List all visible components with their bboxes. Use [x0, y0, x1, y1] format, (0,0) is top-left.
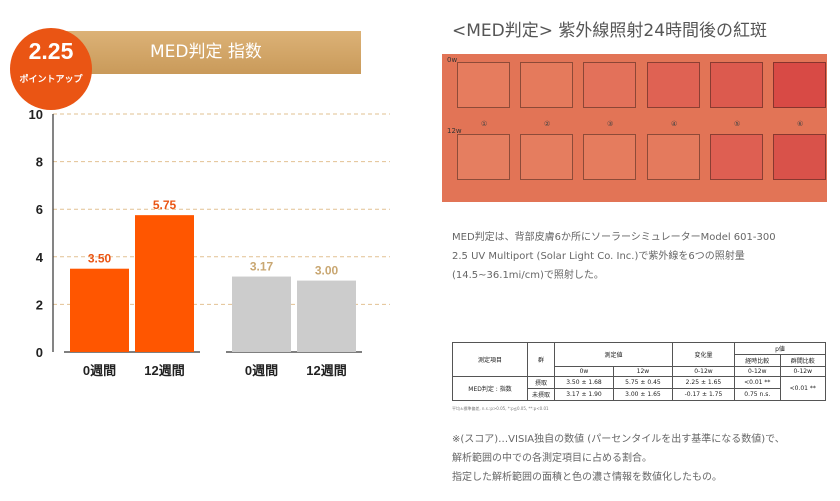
- badge-subtitle: ポイントアップ: [19, 75, 83, 85]
- x-tick-label: 0週間: [245, 363, 278, 378]
- spot-number: ⑤: [734, 120, 741, 128]
- table-cell-p-between: <0.01 **: [779, 376, 826, 401]
- table-cell-change: -0.17 ± 1.75: [671, 388, 736, 401]
- table-header-item: 測定項目: [452, 342, 528, 377]
- table-header-measure: 測定値: [554, 342, 673, 367]
- x-tick-label: 12週間: [144, 363, 184, 378]
- med-description: MED判定は、背部皮膚6か所にソーラーシミュレーターModel 601-300 …: [452, 228, 776, 285]
- row-label-0w: 0w: [447, 56, 458, 64]
- y-tick-label: 0: [36, 345, 43, 360]
- bar: [70, 268, 129, 352]
- bar: [232, 276, 291, 352]
- test-spot: [710, 134, 763, 180]
- test-spot: [773, 62, 826, 108]
- y-tick-label: 6: [36, 202, 43, 217]
- table-header-between: 群間比較: [779, 354, 826, 367]
- table-header-p: p値: [734, 342, 826, 355]
- data-label: 5.75: [153, 198, 177, 212]
- note-line: ※(スコア)…VISIA独自の数値 (パーセンタイルを出す基準になる数値)で、: [452, 434, 785, 445]
- spot-number: ⑥: [797, 120, 804, 128]
- test-spot: [457, 134, 510, 180]
- badge-value: 2.25: [28, 38, 74, 64]
- table-cell-change: 2.25 ± 1.65: [671, 376, 736, 389]
- table-header-0w: 0w: [554, 366, 614, 377]
- table-cell-0w: 3.17 ± 1.90: [554, 388, 614, 401]
- med-bar-chart: 0 2 4 6 8 10 3.50 5.75 3.17 3.00 0週間 12週間 0週間 12週間: [29, 107, 390, 378]
- test-spot: [583, 62, 636, 108]
- test-spot: [647, 62, 700, 108]
- note-line: 解析範囲の中での各測定項目に占める割合。: [452, 453, 652, 464]
- table-footnote: 平均±標準偏差, n.s.:p>0.05, *:p≦0.05, **:p<0.0…: [452, 406, 549, 411]
- point-up-badge: 2.25 ポイントアップ: [10, 28, 92, 110]
- table-cell-group: 未摂取: [527, 388, 555, 401]
- table-cell-p-time: <0.01 **: [734, 376, 781, 389]
- table-cell-group: 摂取: [527, 376, 555, 389]
- table-header-time: 経時比較: [734, 354, 781, 367]
- data-label: 3.50: [88, 252, 112, 266]
- table-cell-0w: 3.50 ± 1.68: [554, 376, 614, 389]
- x-axis-labels: 0週間 12週間 0週間 12週間: [83, 363, 347, 378]
- chart-header-title: MED判定 指数: [150, 42, 262, 62]
- photo-title: <MED判定> 紫外線照射24時間後の紅斑: [452, 21, 768, 41]
- y-tick-label: 10: [29, 107, 43, 122]
- description-line: 2.5 UV Multiport (Solar Light Co. Inc.)で…: [452, 251, 745, 262]
- test-spot: [773, 134, 826, 180]
- table-header-change: 変化量: [671, 342, 736, 367]
- bars: 3.50 5.75 3.17 3.00: [70, 198, 356, 352]
- test-spot: [710, 62, 763, 108]
- test-spot: [457, 62, 510, 108]
- description-line: (14.5~36.1mi/cm)で照射した。: [452, 270, 604, 281]
- test-spot: [520, 62, 573, 108]
- row-label-12w: 12w: [447, 127, 462, 135]
- bar: [297, 280, 356, 352]
- y-tick-label: 2: [36, 297, 43, 312]
- score-note: ※(スコア)…VISIA独自の数値 (パーセンタイルを出す基準になる数値)で、 …: [452, 430, 785, 487]
- y-tick-label: 4: [36, 250, 44, 265]
- chart-header-bar: MED判定 指数: [58, 31, 361, 74]
- table-header-between-sub: 0-12w: [779, 366, 826, 377]
- x-tick-label: 0週間: [83, 363, 116, 378]
- bar: [135, 215, 194, 352]
- data-label: 3.00: [315, 264, 339, 278]
- test-spot: [520, 134, 573, 180]
- test-spot: [647, 134, 700, 180]
- test-spot: [583, 134, 636, 180]
- table-cell-p-time: 0.75 n.s.: [734, 388, 781, 401]
- results-table: 測定項目 群 測定値 変化量 p値 経時比較 群間比較 0w 12w 0-12w…: [452, 342, 826, 401]
- table-header-0-12w: 0-12w: [671, 366, 736, 377]
- spot-number: ①: [481, 120, 488, 128]
- table-header-time-sub: 0-12w: [734, 366, 781, 377]
- table-cell-12w: 3.00 ± 1.65: [612, 388, 673, 401]
- table-item: MED判定 : 指数: [452, 376, 528, 401]
- x-tick-label: 12週間: [306, 363, 346, 378]
- spot-number: ③: [607, 120, 614, 128]
- description-line: MED判定は、背部皮膚6か所にソーラーシミュレーターModel 601-300: [452, 232, 776, 243]
- erythema-photo: 0w 12w ① ② ③ ④ ⑤ ⑥: [442, 54, 827, 202]
- y-tick-label: 8: [36, 155, 43, 170]
- spot-number: ②: [544, 120, 551, 128]
- table-header-group: 群: [527, 342, 555, 377]
- table-cell-12w: 5.75 ± 0.45: [612, 376, 673, 389]
- note-line: 指定した解析範囲の面積と色の濃さ情報を数値化したもの。: [452, 472, 722, 483]
- table-header-12w: 12w: [612, 366, 673, 377]
- data-label: 3.17: [250, 260, 274, 274]
- spot-number: ④: [671, 120, 678, 128]
